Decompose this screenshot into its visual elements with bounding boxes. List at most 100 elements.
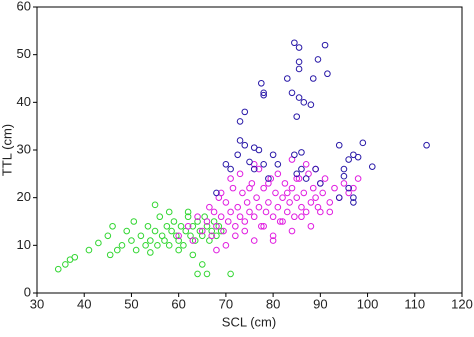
point	[253, 194, 260, 201]
point	[234, 151, 241, 159]
point	[222, 161, 230, 168]
point	[236, 118, 244, 125]
point	[326, 208, 334, 216]
point	[262, 208, 270, 216]
point	[165, 208, 173, 216]
point	[243, 199, 251, 206]
y-axis-label: TTL (cm)	[0, 124, 14, 176]
point	[109, 222, 116, 230]
point	[232, 222, 239, 230]
point	[161, 237, 168, 244]
point	[189, 237, 197, 244]
y-tick-label: 60	[17, 0, 31, 13]
point	[177, 222, 185, 230]
y-tick-label: 0	[24, 284, 31, 299]
point	[298, 149, 305, 156]
point	[229, 184, 237, 192]
point	[309, 184, 317, 192]
point	[71, 253, 79, 261]
point	[260, 161, 267, 168]
point	[293, 194, 301, 201]
point	[260, 89, 267, 97]
x-tick-label: 110	[404, 296, 425, 311]
point	[345, 184, 352, 192]
point	[350, 199, 357, 206]
point	[265, 180, 272, 187]
point	[95, 239, 102, 247]
x-tick-label: 30	[30, 296, 44, 311]
point	[220, 227, 227, 235]
point	[198, 232, 206, 240]
point	[274, 170, 282, 178]
point	[250, 213, 258, 221]
point	[286, 199, 293, 206]
point	[317, 180, 324, 187]
point	[272, 189, 279, 197]
point	[217, 213, 225, 221]
point	[130, 218, 138, 225]
point	[232, 232, 239, 240]
point	[350, 194, 357, 201]
point	[210, 208, 218, 216]
point	[246, 208, 253, 216]
point	[274, 203, 282, 211]
point	[279, 194, 286, 201]
point	[189, 222, 197, 230]
point	[312, 165, 319, 173]
point	[265, 199, 272, 206]
point	[151, 201, 159, 209]
point	[300, 99, 308, 106]
point	[241, 218, 249, 225]
point	[255, 165, 263, 173]
point	[54, 265, 62, 273]
point	[198, 227, 206, 235]
point	[85, 246, 93, 254]
point	[302, 161, 310, 168]
point	[321, 175, 329, 182]
point	[189, 251, 197, 259]
point	[340, 172, 348, 180]
point	[132, 246, 140, 254]
x-axis-label: SCL (cm)	[222, 314, 276, 329]
x-tick-label: 80	[266, 296, 280, 311]
point	[269, 213, 277, 221]
point	[291, 39, 298, 47]
point	[154, 242, 161, 249]
point	[293, 175, 301, 182]
x-tick-label: 40	[77, 296, 91, 311]
point	[298, 165, 305, 173]
point	[293, 113, 301, 120]
point	[236, 137, 244, 144]
point	[213, 189, 220, 197]
point	[175, 232, 182, 240]
point	[137, 232, 145, 240]
point	[168, 227, 175, 235]
point	[224, 218, 232, 225]
x-tick-label: 60	[171, 296, 185, 311]
point	[222, 242, 230, 249]
plot-frame	[36, 6, 463, 294]
point	[194, 213, 201, 221]
point	[331, 184, 338, 192]
x-tick-label: 90	[313, 296, 327, 311]
point	[324, 70, 331, 78]
point	[142, 242, 149, 249]
y-tick-label: 20	[17, 189, 31, 204]
point	[203, 218, 211, 225]
point	[203, 270, 211, 278]
point	[156, 213, 164, 221]
point	[269, 232, 277, 240]
point	[260, 184, 267, 192]
point	[227, 165, 234, 173]
point	[335, 194, 343, 201]
point	[359, 139, 367, 147]
point	[170, 218, 178, 225]
point	[217, 227, 225, 235]
x-tick-label: 120	[451, 296, 473, 311]
point	[288, 89, 296, 97]
point	[194, 218, 201, 225]
point	[128, 237, 135, 244]
point	[246, 184, 253, 192]
point	[227, 175, 234, 182]
